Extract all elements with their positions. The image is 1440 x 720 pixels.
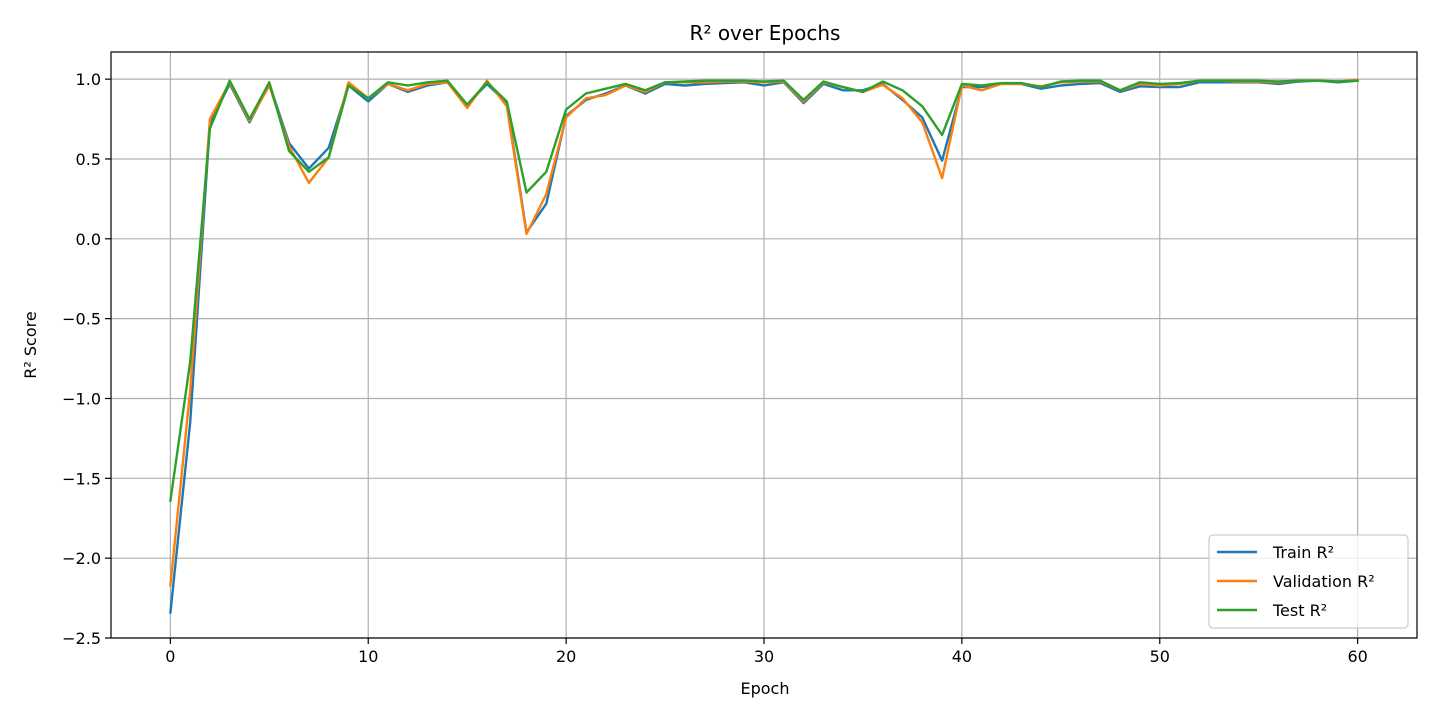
series-lines [169,78,1359,614]
x-axis: 0 10 20 30 40 50 60 [165,638,1368,666]
x-tick-label: 20 [556,647,576,666]
grid-lines [111,52,1417,639]
x-tick-label: 40 [952,647,972,666]
legend-label-0: Train R² [1272,543,1334,562]
x-tick-label: 50 [1150,647,1170,666]
y-tick-label: −0.5 [62,310,101,329]
x-tick-label: 60 [1347,647,1367,666]
y-tick-label: −2.5 [62,629,101,648]
legend: Train R² Validation R² Test R² [1208,534,1409,629]
y-tick-label: −2.0 [62,549,101,568]
y-tick-label: 0.0 [76,230,101,249]
y-tick-label: −1.5 [62,469,101,488]
x-tick-label: 0 [165,647,175,666]
x-tick-label: 30 [754,647,774,666]
y-axis-label: R² Score [21,311,40,378]
chart-title: R² over Epochs [690,21,841,45]
x-axis-label: Epoch [741,679,790,698]
legend-label-1: Validation R² [1273,572,1375,591]
y-tick-label: 0.5 [76,150,101,169]
y-tick-label: −1.0 [62,389,101,408]
legend-label-2: Test R² [1272,601,1327,620]
x-tick-label: 10 [358,647,378,666]
series-line-2 [169,79,1359,503]
y-axis: −2.5 −2.0 −1.5 −1.0 −0.5 0.0 0.5 1.0 [62,70,111,648]
series-line-0 [169,79,1359,614]
y-tick-label: 1.0 [76,70,101,89]
legend-box [1208,534,1409,629]
